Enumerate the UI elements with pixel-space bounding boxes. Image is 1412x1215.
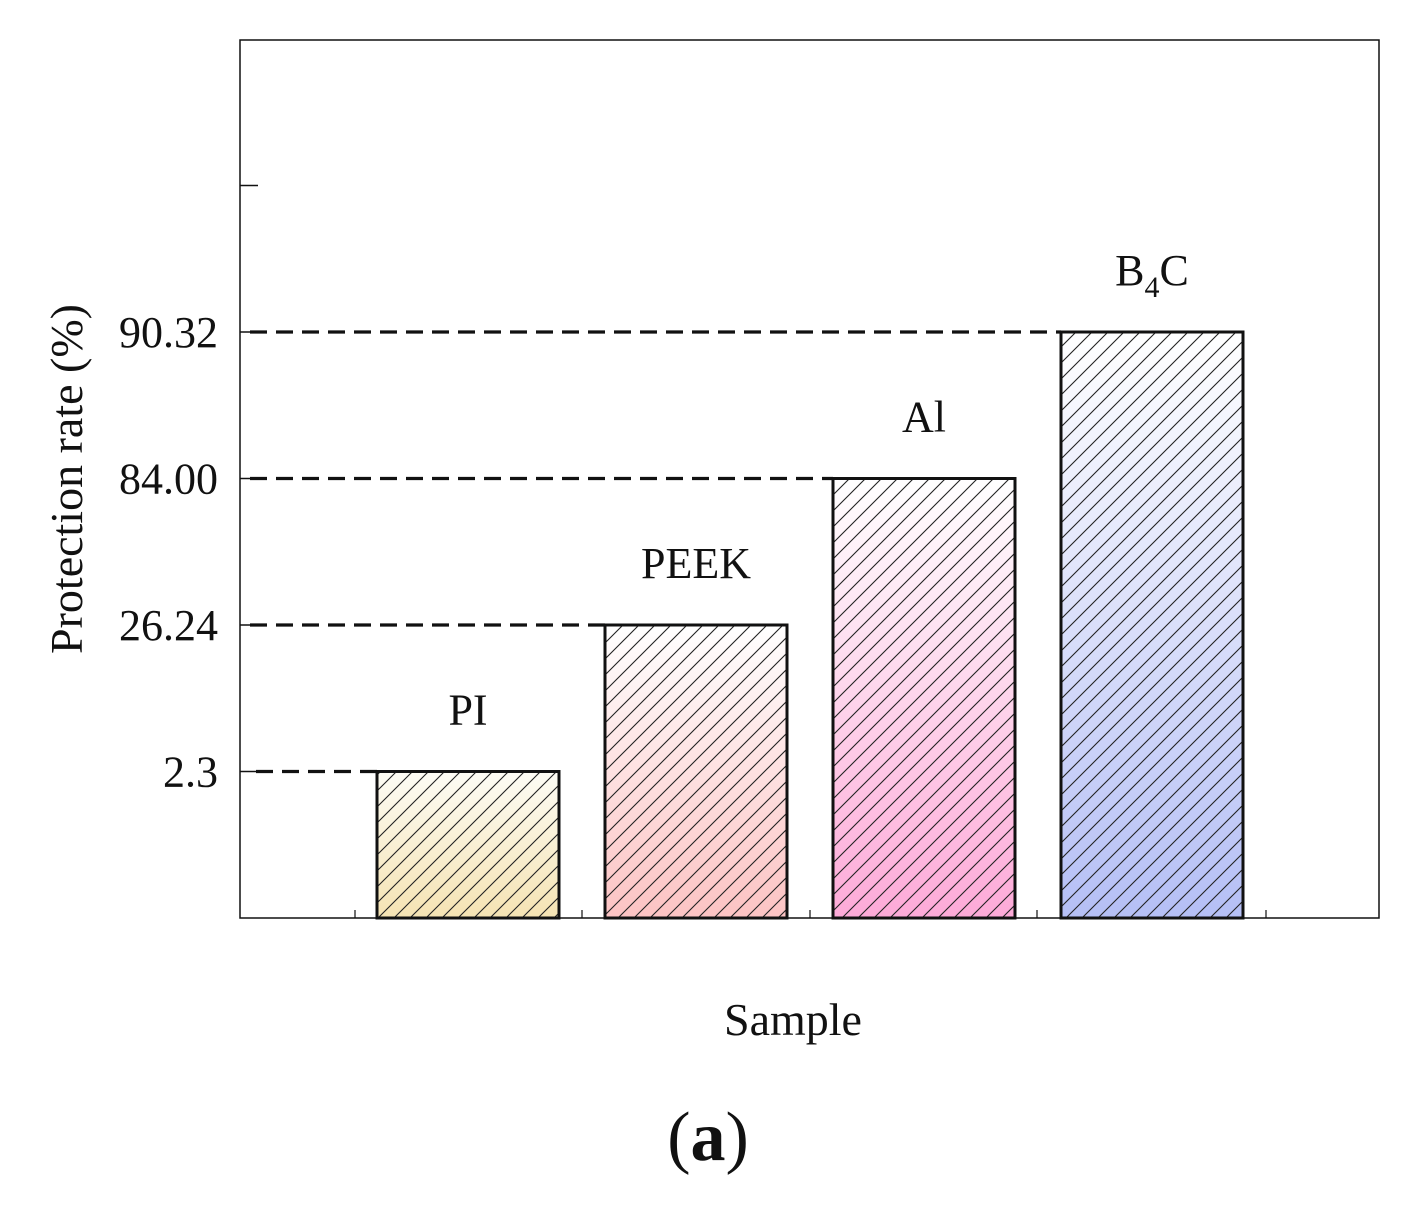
bar-al [831, 477, 1017, 920]
bar-label-b4c: B4C [1115, 246, 1189, 304]
bar-peek [603, 623, 789, 920]
y-tick-label: 26.24 [119, 601, 218, 650]
y-tick-label: 90.32 [119, 308, 218, 357]
bar-label-al: Al [902, 393, 946, 442]
bar-label-pi: PI [448, 686, 487, 735]
panel-label: (a) [667, 1099, 749, 1176]
y-tick-label: 2.3 [163, 748, 218, 797]
y-axis-title: Protection rate (%) [41, 304, 92, 654]
y-tick-label: 84.00 [119, 455, 218, 504]
panel-label-letter: a [691, 1099, 726, 1176]
bar-pi [375, 770, 561, 920]
x-axis-title: Sample [724, 994, 862, 1045]
bar-b4c [1059, 330, 1245, 920]
reference-lines [250, 330, 1061, 774]
y-tick-labels: 2.3 26.24 84.00 90.32 [119, 308, 218, 797]
bars [375, 330, 1245, 920]
bar-category-labels: PI PEEK Al B4C [448, 246, 1188, 735]
x-axis-ticks [354, 910, 1267, 918]
bar-label-peek: PEEK [641, 539, 751, 588]
